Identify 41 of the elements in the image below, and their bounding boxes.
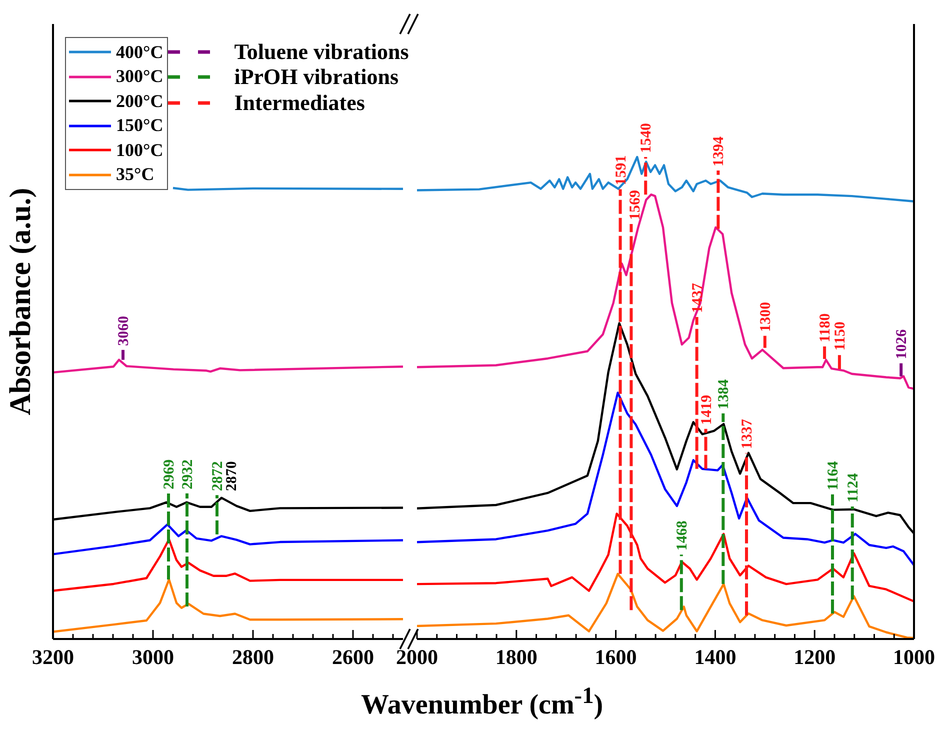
annotation: 1124 (845, 472, 862, 502)
annotation: 1026 (894, 328, 910, 360)
x-tick-label: 2000 (396, 645, 438, 669)
text: Intermediates (234, 90, 365, 115)
x-axis-title: Wavenumber (cm$^{-1}$) (360, 682, 604, 722)
annotation: 2969 (162, 459, 178, 490)
annotation: 2932 (180, 459, 196, 490)
annotation: 1180 (818, 313, 834, 342)
annotation: 1540 (638, 123, 655, 153)
x-tick-label: 1400 (694, 645, 736, 669)
annotation: 1437 (690, 282, 706, 314)
x-tick-label: 1000 (893, 645, 935, 669)
legend-label: Toluene vibrations (234, 38, 409, 65)
x-tick-label: 2800 (232, 645, 274, 669)
annotation: 3060 (116, 316, 132, 346)
annotation: 1337 (740, 418, 756, 449)
legend-label: 35°C (116, 164, 154, 186)
legend-label: 300°C (116, 66, 164, 88)
annotation: 1591 (613, 155, 630, 186)
annotation: 1150 (832, 321, 848, 351)
annotation: 1419 (698, 394, 715, 425)
annotation: 1468 (674, 520, 690, 551)
annotation: 2872 (210, 461, 226, 492)
legend-label: 150°C (116, 115, 164, 136)
x-tick-label: 3000 (132, 645, 174, 669)
annotation: 2870 (224, 461, 240, 492)
annotation: 1384 (716, 378, 732, 410)
x-tick-label: 3200 (32, 645, 74, 669)
annotation: 1569 (627, 190, 644, 220)
y-axis-title: Absorbance (a.u.) (4, 188, 37, 416)
x-tick-label: 1800 (495, 645, 538, 669)
legend-label: 200°C (116, 90, 164, 112)
x-tick-label: 1600 (594, 645, 637, 669)
legend-label: iPrOH vibrations (234, 64, 399, 90)
legend-label: 100°C (116, 140, 164, 161)
annotation: 1300 (758, 302, 774, 332)
x-tick-label: 2600 (332, 645, 374, 669)
x-tick-label: 1200 (794, 645, 836, 669)
legend-label: 400°C (116, 42, 164, 63)
annotation: 1164 (825, 460, 842, 490)
annotation: 1394 (711, 136, 728, 166)
